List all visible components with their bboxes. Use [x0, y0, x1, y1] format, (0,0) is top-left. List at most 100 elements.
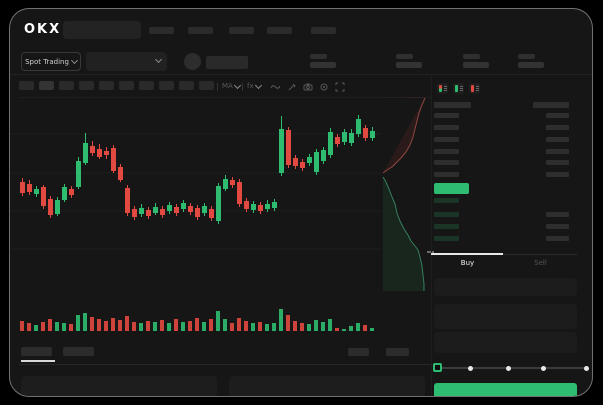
candle	[174, 207, 179, 213]
orderbook-header-amount	[533, 102, 569, 108]
bottom-tab-history[interactable]	[63, 347, 94, 356]
overlay-dropdown[interactable]: fx	[247, 81, 262, 91]
ask-price-placeholder	[434, 125, 459, 130]
orderbook-mode-asks-icon[interactable]	[469, 83, 480, 94]
tab-buy[interactable]: Buy	[460, 259, 475, 267]
bottom-active-tab-indicator	[21, 360, 55, 362]
slider-stop-dot[interactable]	[541, 366, 546, 371]
tab-divider	[503, 254, 577, 255]
tab-sell[interactable]: Sell	[534, 259, 547, 267]
bottom-action-placeholder[interactable]	[348, 348, 369, 356]
indicator-dropdown[interactable]: MA	[222, 81, 242, 91]
ask-price-placeholder	[434, 113, 459, 118]
volume-bar	[244, 321, 248, 331]
line-chart-icon[interactable]	[270, 82, 281, 92]
candle	[307, 157, 312, 163]
bid-amount-placeholder	[546, 224, 569, 229]
ask-price-placeholder	[434, 149, 459, 154]
amount-field[interactable]	[434, 304, 577, 329]
bid-price-placeholder	[434, 198, 459, 203]
nav-item-placeholder[interactable]	[188, 27, 213, 34]
slider-stop-dot[interactable]	[468, 366, 473, 371]
total-field[interactable]	[434, 332, 577, 353]
chevron-down-icon	[70, 56, 78, 65]
timeframe-button[interactable]	[139, 81, 154, 90]
depth-asks-line	[382, 97, 426, 174]
nav-item-placeholder[interactable]	[149, 27, 174, 34]
candle	[27, 184, 32, 192]
candle	[153, 207, 158, 213]
amount-slider-handle[interactable]	[433, 363, 442, 372]
candle	[132, 209, 137, 217]
volume-bar	[118, 320, 122, 331]
price-field[interactable]	[434, 278, 577, 296]
fullscreen-icon[interactable]	[335, 82, 345, 92]
search-input[interactable]	[63, 21, 141, 39]
candlestick-chart[interactable]	[10, 97, 434, 342]
volume-bar	[188, 321, 192, 331]
volume-bar	[20, 321, 24, 331]
buy-submit-button[interactable]	[434, 383, 577, 396]
volume-bar	[62, 323, 66, 331]
volume-bar	[146, 321, 150, 331]
last-price-badge[interactable]	[434, 183, 469, 194]
ask-amount-placeholder	[546, 149, 569, 154]
candle	[244, 201, 249, 209]
pair-name-placeholder	[206, 56, 248, 69]
timeframe-button[interactable]	[159, 81, 174, 90]
orderbook-mode-combined-icon[interactable]	[437, 83, 448, 94]
timeframe-button[interactable]	[79, 81, 94, 90]
candle	[265, 204, 270, 209]
ask-amount-placeholder	[546, 137, 569, 142]
orderbook-header-price	[434, 102, 471, 108]
timeframe-button[interactable]	[199, 81, 214, 90]
slider-stop-dot[interactable]	[584, 366, 589, 371]
timeframe-button[interactable]	[39, 81, 54, 90]
volume-bar	[314, 320, 318, 331]
timeframe-button[interactable]	[99, 81, 114, 90]
amount-slider-track[interactable]	[437, 367, 586, 369]
ask-price-placeholder	[434, 160, 459, 165]
volume-bar	[216, 311, 220, 331]
market-type-selector[interactable]: Spot Trading	[21, 52, 81, 71]
candle	[188, 206, 193, 212]
volume-bar	[258, 322, 262, 331]
volume-bar	[202, 322, 206, 331]
candle	[104, 151, 109, 155]
depth-bids-area	[383, 177, 424, 291]
orderbook-mode-bids-icon[interactable]	[453, 83, 464, 94]
timeframe-button[interactable]	[179, 81, 194, 90]
timeframe-button[interactable]	[119, 81, 134, 90]
nav-item-placeholder[interactable]	[267, 27, 292, 34]
nav-item-placeholder[interactable]	[229, 27, 254, 34]
market-type-label: Spot Trading	[25, 57, 69, 66]
ask-amount-placeholder	[546, 113, 569, 118]
settings-icon[interactable]	[319, 82, 329, 92]
slider-stop-dot[interactable]	[506, 366, 511, 371]
indicator-label: MA	[222, 82, 233, 90]
ask-price-placeholder	[434, 137, 459, 142]
timeframe-button[interactable]	[59, 81, 74, 90]
timeframe-button[interactable]	[19, 81, 34, 90]
candle	[195, 208, 200, 217]
nav-item-placeholder[interactable]	[311, 27, 336, 34]
panel-divider	[431, 75, 432, 396]
bottom-action-placeholder[interactable]	[386, 348, 409, 356]
bid-amount-placeholder	[546, 212, 569, 217]
toolbar-divider	[242, 83, 243, 91]
coin-icon	[184, 53, 201, 70]
volume-bar	[160, 320, 164, 331]
camera-icon[interactable]	[303, 82, 313, 92]
candle	[202, 206, 207, 213]
draw-tool-icon[interactable]	[287, 82, 297, 92]
history-panel-placeholder	[229, 376, 425, 396]
bottom-tab-orders[interactable]	[21, 347, 52, 356]
pair-selector-dropdown[interactable]	[86, 52, 167, 71]
candle	[41, 187, 46, 206]
volume-bar	[76, 315, 80, 331]
ask-amount-placeholder	[546, 125, 569, 130]
candle	[90, 146, 95, 153]
volume-bar	[370, 328, 374, 331]
volume-bar	[139, 323, 143, 331]
candle	[314, 152, 319, 172]
